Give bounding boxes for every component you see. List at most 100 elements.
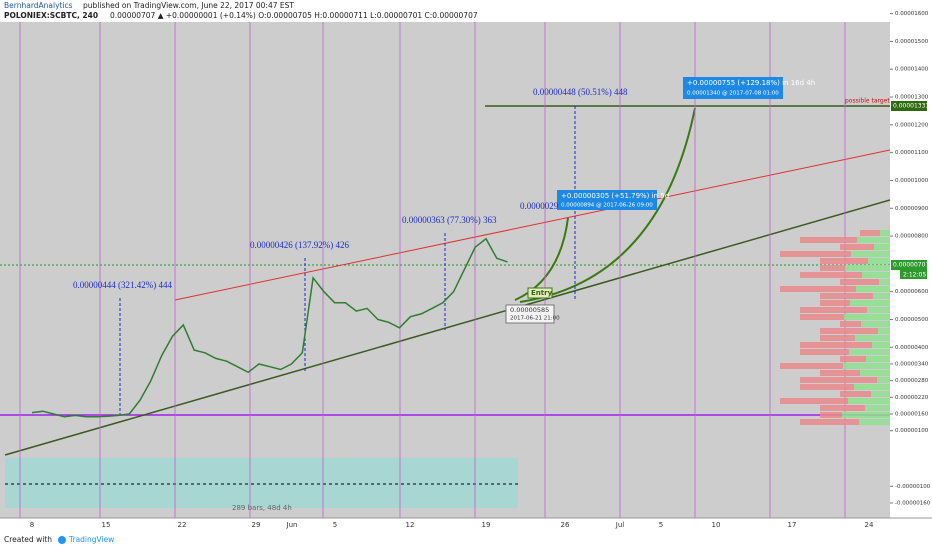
- y-tick-label: 0.00001400: [895, 67, 929, 73]
- y-tick-label: 0.00001600: [895, 11, 929, 17]
- box-line: 0.00000894 @ 2017-06-26 09:00: [561, 203, 653, 209]
- volume-profile: [820, 370, 860, 376]
- volume-profile: [780, 251, 851, 257]
- entry-label: Entry: [531, 289, 553, 297]
- x-tick-label: Jul: [615, 521, 625, 529]
- countdown: 2:12:05: [903, 272, 926, 279]
- volume-profile: [820, 258, 868, 264]
- range-box: [5, 458, 518, 508]
- volume-profile: [855, 335, 890, 341]
- volume-profile: [840, 321, 861, 327]
- x-tick-label: 5: [659, 521, 663, 529]
- price-tag: [891, 260, 927, 270]
- x-tick-label: 19: [482, 521, 491, 529]
- x-tick-label: 24: [865, 521, 874, 529]
- volume-profile: [857, 237, 890, 243]
- volume-profile: [780, 398, 848, 404]
- y-tick-label: 0.00001500: [895, 39, 929, 45]
- volume-profile: [873, 293, 890, 299]
- symbol: POLONIEX:SCBTC, 240: [4, 11, 98, 20]
- x-tick-label: Jun: [286, 521, 298, 529]
- volume-profile: [854, 384, 890, 390]
- volume-profile: [800, 349, 849, 355]
- x-tick-label: 5: [333, 521, 337, 529]
- x-tick-label: 26: [561, 521, 570, 529]
- volume-profile: [780, 363, 843, 369]
- price-tag-text: 0.00000707: [893, 262, 929, 269]
- volume-profile: [820, 328, 878, 334]
- logo: [58, 536, 66, 544]
- y-tick-label: 0.00000220: [895, 395, 929, 401]
- annotation: 0.00000444 (321.42%) 444: [73, 280, 172, 290]
- annotation: 0.0000029: [520, 201, 559, 211]
- volume-profile: [820, 405, 865, 411]
- volume-profile: [840, 244, 874, 250]
- volume-profile: [780, 286, 856, 292]
- volume-profile: [871, 391, 890, 397]
- y-tick-label: -0.00000100: [895, 484, 931, 490]
- footer-text: Created with: [4, 535, 52, 544]
- volume-profile: [840, 391, 871, 397]
- published: published on TradingView.com, June 22, 2…: [83, 1, 294, 10]
- tooltip-time: 2017-06-21 21:00: [510, 316, 560, 322]
- box-line: +0.00000305 (+51.79%) in 5d: [561, 192, 669, 200]
- volume-profile: [868, 258, 890, 264]
- volume-profile: [800, 314, 844, 320]
- volume-profile: [856, 286, 890, 292]
- support-trend: [4, 199, 891, 456]
- price-tag-text: 0.00001333: [893, 103, 929, 110]
- y-tick-label: 0.00001000: [895, 178, 929, 184]
- author[interactable]: BernhardAnalytics: [4, 1, 73, 10]
- y-tick-label: 0.00000500: [895, 317, 929, 323]
- x-tick-label: 10: [712, 521, 721, 529]
- y-tick-label: 0.00000340: [895, 361, 929, 367]
- volume-profile: [872, 342, 890, 348]
- volume-profile: [867, 307, 890, 313]
- volume-profile: [820, 293, 873, 299]
- quote: 0.00000707 ▲ +0.00000001 (+0.14%) O:0.00…: [110, 11, 478, 20]
- volume-profile: [800, 237, 857, 243]
- volume-profile: [859, 419, 890, 425]
- measure-box: [683, 77, 783, 99]
- volume-profile: [842, 412, 890, 418]
- x-tick-label: 8: [30, 521, 34, 529]
- volume-profile: [820, 335, 855, 341]
- y-tick-label: 0.00000600: [895, 289, 929, 295]
- y-tick-label: -0.00000160: [895, 500, 931, 506]
- arrow-curve: [514, 217, 569, 301]
- volume-profile: [820, 300, 850, 306]
- box-line: +0.00000755 (+129.18%) in 16d 4h: [687, 79, 815, 87]
- volume-profile: [800, 384, 854, 390]
- volume-profile: [850, 300, 890, 306]
- volume-profile: [860, 230, 880, 236]
- x-tick-label: 12: [406, 521, 415, 529]
- volume-profile: [800, 307, 867, 313]
- x-tick-label: 29: [252, 521, 261, 529]
- resistance-trend: [174, 149, 891, 301]
- annotation: 0.00000448 (50.51%) 448: [533, 87, 628, 97]
- volume-profile: [862, 272, 890, 278]
- measure-box: [557, 190, 657, 210]
- countdown-tag: [900, 270, 927, 279]
- volume-profile: [851, 251, 890, 257]
- volume-profile: [848, 398, 890, 404]
- drawings: [0, 22, 891, 518]
- volume-profile: [820, 265, 845, 271]
- volume-profile: [866, 356, 890, 362]
- footer-brand[interactable]: TradingView: [68, 535, 114, 544]
- volume-profile: [800, 342, 872, 348]
- volume-profile: [874, 244, 890, 250]
- y-tick-label: 0.00000280: [895, 378, 929, 384]
- entry-tag: [527, 287, 553, 299]
- volume-profile: [800, 419, 859, 425]
- target-label: possible target: [845, 98, 890, 105]
- y-tick-label: 0.00000400: [895, 345, 929, 351]
- volume-profile: [865, 405, 890, 411]
- y-tick-label: 0.00001100: [895, 150, 929, 156]
- annotation: 0.00000363 (77.30%) 363: [402, 215, 497, 225]
- volume-profile: [879, 279, 890, 285]
- volume-profile: [840, 279, 879, 285]
- volume-profile: [860, 370, 890, 376]
- y-tick-label: 0.00000900: [895, 206, 929, 212]
- volume-profile: [861, 321, 890, 327]
